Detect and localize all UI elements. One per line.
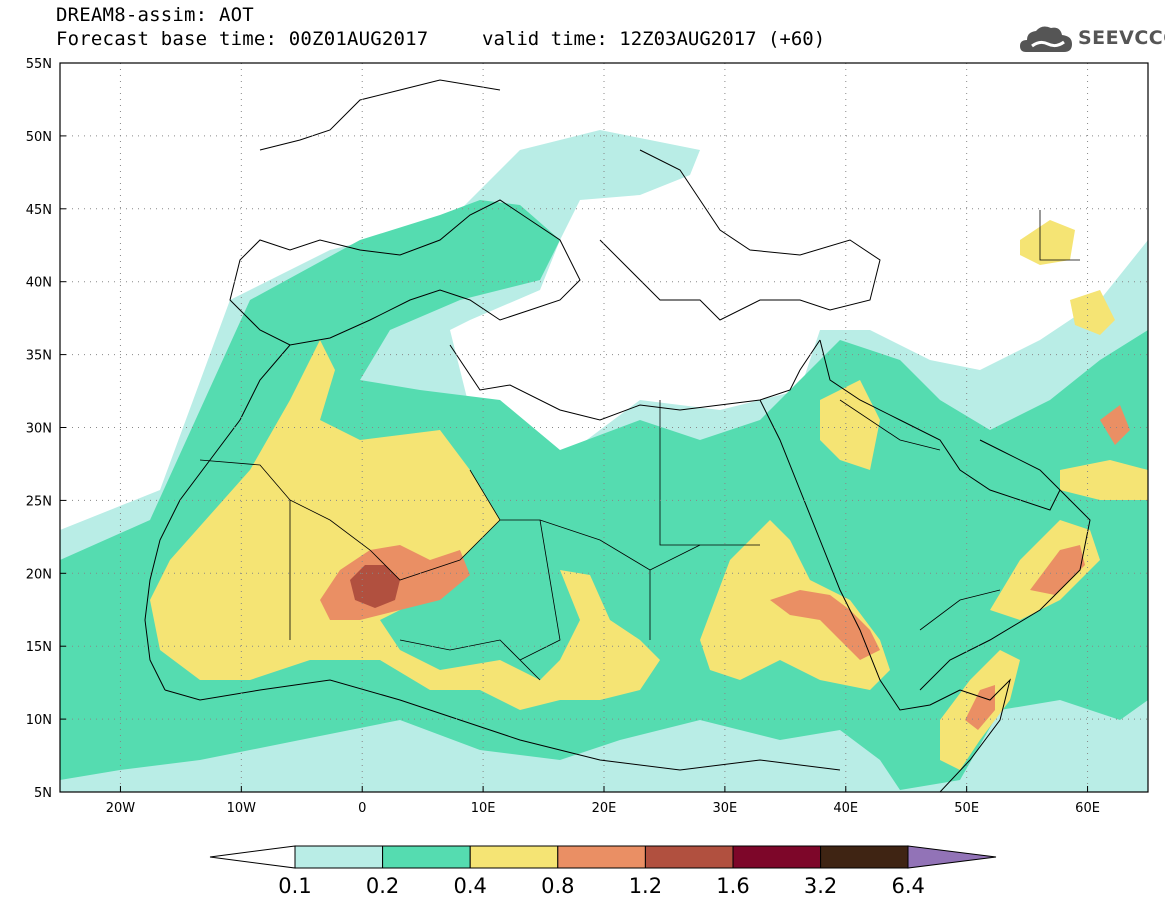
forecast-base-time: Forecast base time: 00Z01AUG2017 [56, 28, 429, 50]
colorbar-label: 1.2 [629, 874, 662, 898]
lon-tick-label: 20E [592, 801, 617, 816]
colorbar-label: 0.1 [278, 874, 311, 898]
lat-tick-label: 15N [26, 640, 52, 655]
lon-tick-label: 60E [1075, 801, 1100, 816]
lat-tick-label: 35N [26, 349, 52, 364]
colorbar-box [644, 845, 734, 869]
lat-tick-label: 10N [26, 713, 52, 728]
longitude-ticks: 20W 10W 0 10E 20E 30E 40E 50E 60E [106, 786, 1100, 816]
lat-tick-label: 50N [26, 130, 52, 145]
lon-tick-label: 40E [833, 801, 858, 816]
lon-tick-label: 10E [471, 801, 496, 816]
aot-level-0.8-iran [1100, 405, 1130, 445]
colorbar-label: 0.4 [453, 874, 486, 898]
aot-level-0.4 [150, 340, 660, 710]
aot-level-0.4-gulf [1060, 460, 1148, 500]
colorbar-label: 0.2 [366, 874, 399, 898]
lon-tick-label: 10W [227, 801, 257, 816]
latitude-ticks: 55N 50N 45N 40N 35N 30N 25N 20N 15N 10N 5N [26, 57, 66, 801]
colorbar-label: 1.6 [716, 874, 749, 898]
colorbar: 0.1 0.2 0.4 0.8 1.2 1.6 3.2 6.4 [209, 845, 997, 898]
lat-tick-label: 20N [26, 567, 52, 582]
aot-level-0.4-caspian [1020, 220, 1075, 265]
colorbar-box [820, 845, 909, 869]
map-title: DREAM8-assim: AOT [56, 4, 254, 26]
aot-level-0.8-oman [1030, 545, 1085, 595]
colorbar-label: 0.8 [541, 874, 574, 898]
lon-tick-label: 20W [106, 801, 136, 816]
lat-tick-label: 30N [26, 422, 52, 437]
valid-time: valid time: 12Z03AUG2017 (+60) [482, 28, 826, 50]
colorbar-low-arrow [209, 845, 296, 869]
lat-tick-label: 55N [26, 57, 52, 72]
colorbar-label: 6.4 [891, 874, 924, 898]
map-gridlines [60, 63, 1148, 792]
seevccc-logo: SEEVCCC [1018, 22, 1165, 58]
aot-level-0.4-iran [1070, 290, 1115, 335]
colorbar-box [557, 845, 646, 869]
lon-tick-label: 0 [358, 801, 366, 816]
lon-tick-label: 30E [713, 801, 738, 816]
lat-tick-label: 40N [26, 276, 52, 291]
colorbar-box [732, 845, 822, 869]
cloud-icon [1020, 26, 1072, 52]
lat-tick-label: 5N [34, 786, 52, 801]
colorbar-box [382, 845, 471, 869]
logo-text: SEEVCCC [1078, 27, 1165, 49]
country-borders [199, 210, 1080, 681]
colorbar-high-arrow [907, 845, 997, 869]
lon-tick-label: 50E [954, 801, 979, 816]
aot-level-0.8-sudan [770, 590, 880, 660]
lat-tick-label: 25N [26, 494, 52, 509]
colorbar-box [469, 845, 559, 869]
colorbar-label: 3.2 [804, 874, 837, 898]
coastlines [144, 79, 1091, 792]
lat-tick-label: 45N [26, 203, 52, 218]
colorbar-box [294, 845, 384, 869]
